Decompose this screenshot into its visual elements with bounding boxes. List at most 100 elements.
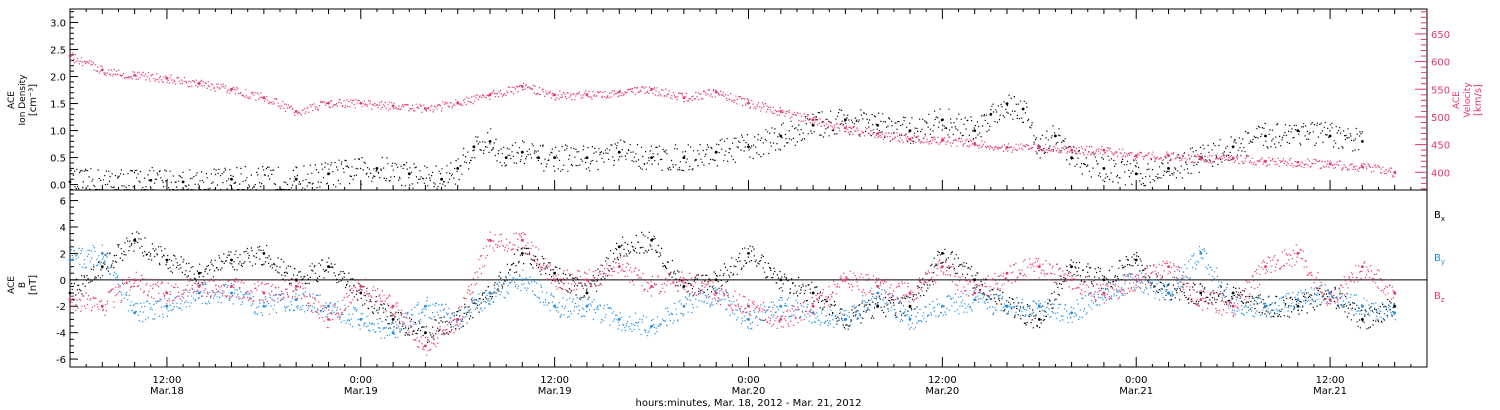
data-point bbox=[714, 278, 718, 282]
data-point bbox=[520, 278, 524, 282]
data-point bbox=[908, 291, 912, 295]
data-point bbox=[488, 291, 492, 295]
b-tick-label: -6 bbox=[56, 355, 66, 366]
data-point bbox=[1393, 170, 1397, 174]
b-tick-label: -2 bbox=[56, 302, 66, 313]
b-axis-title-line: B bbox=[18, 282, 28, 288]
data-point bbox=[456, 167, 460, 170]
data-point bbox=[1102, 291, 1106, 295]
data-point bbox=[1296, 298, 1300, 301]
data-point bbox=[1199, 298, 1203, 301]
x-time-label: 0:00 bbox=[737, 375, 759, 386]
series-bz bbox=[68, 231, 1397, 356]
data-point bbox=[1328, 162, 1332, 166]
data-point bbox=[262, 252, 266, 255]
data-point bbox=[1264, 304, 1267, 308]
data-point bbox=[537, 156, 540, 160]
data-point bbox=[553, 304, 556, 308]
data-point bbox=[1199, 252, 1203, 255]
data-point bbox=[1361, 318, 1364, 321]
data-point bbox=[294, 285, 298, 288]
data-point bbox=[714, 150, 718, 154]
data-point bbox=[68, 258, 72, 262]
density-axis-title-line: Ion Density bbox=[18, 74, 28, 126]
data-point bbox=[133, 74, 137, 77]
data-point bbox=[1296, 129, 1300, 133]
data-point bbox=[165, 304, 169, 308]
data-point bbox=[424, 344, 427, 348]
x-time-label: 12:00 bbox=[928, 375, 957, 386]
data-point bbox=[585, 278, 589, 282]
data-point bbox=[1264, 134, 1267, 138]
data-point bbox=[149, 178, 153, 182]
x-time-label: 12:00 bbox=[1316, 375, 1345, 386]
velocity-tick-label: 650 bbox=[1431, 30, 1450, 41]
data-point bbox=[714, 90, 718, 94]
velocity-axis-title-line: Velocity bbox=[1463, 82, 1473, 118]
data-point bbox=[100, 265, 104, 268]
data-point bbox=[391, 304, 395, 308]
x-date-label: Mar.19 bbox=[538, 386, 572, 397]
data-point bbox=[779, 134, 783, 138]
data-point bbox=[391, 104, 395, 108]
data-point bbox=[1231, 291, 1235, 295]
x-date-label: Mar.19 bbox=[344, 386, 378, 397]
velocity-tick-label: 450 bbox=[1431, 141, 1450, 152]
data-point bbox=[294, 278, 298, 282]
data-point bbox=[1005, 146, 1009, 149]
series-texture bbox=[70, 94, 1363, 191]
data-point bbox=[133, 311, 137, 315]
data-point bbox=[617, 318, 621, 321]
data-point bbox=[553, 93, 556, 97]
data-point bbox=[230, 285, 233, 288]
data-point bbox=[908, 318, 912, 321]
velocity-axis-title-line: ACE bbox=[1452, 91, 1462, 109]
density-axis-title: ACE Ion Density [cm⁻³] bbox=[7, 74, 39, 126]
data-point bbox=[1393, 291, 1397, 295]
data-point bbox=[424, 304, 427, 308]
density-tick-label: 3.0 bbox=[50, 19, 66, 30]
data-point bbox=[682, 278, 686, 282]
data-point bbox=[844, 126, 847, 130]
velocity-tick-label: 400 bbox=[1431, 168, 1450, 179]
b-tick-label: 2 bbox=[60, 249, 66, 260]
data-point bbox=[68, 180, 72, 184]
data-point bbox=[1037, 265, 1041, 268]
series-texture bbox=[69, 231, 1396, 344]
data-point bbox=[844, 118, 847, 122]
series-texture bbox=[70, 231, 1396, 356]
data-point bbox=[1102, 167, 1106, 170]
data-point bbox=[100, 68, 104, 72]
data-point bbox=[811, 123, 815, 127]
data-point bbox=[359, 318, 363, 321]
data-point bbox=[617, 245, 621, 249]
data-point bbox=[1361, 140, 1364, 143]
data-point bbox=[973, 298, 977, 301]
data-point bbox=[1070, 156, 1073, 160]
data-point bbox=[1021, 107, 1025, 111]
data-point bbox=[133, 278, 137, 282]
data-point bbox=[876, 132, 880, 135]
data-point bbox=[973, 278, 977, 282]
data-point bbox=[1037, 318, 1041, 321]
data-point bbox=[1134, 258, 1138, 262]
data-point bbox=[165, 76, 169, 80]
data-point bbox=[1199, 157, 1203, 160]
data-point bbox=[941, 252, 944, 255]
data-point bbox=[68, 291, 72, 295]
data-point bbox=[1393, 311, 1397, 315]
b-tick-label: 0 bbox=[60, 276, 66, 287]
data-point bbox=[811, 118, 815, 122]
density-tick-label: 2.5 bbox=[50, 46, 66, 57]
data-point bbox=[327, 101, 330, 105]
data-point bbox=[650, 87, 653, 91]
data-point bbox=[472, 145, 476, 149]
data-point bbox=[617, 265, 621, 268]
data-point bbox=[1102, 278, 1106, 282]
data-point bbox=[908, 137, 912, 141]
data-point bbox=[456, 318, 460, 321]
data-point bbox=[617, 90, 621, 94]
data-point bbox=[165, 291, 169, 295]
data-point bbox=[585, 156, 589, 160]
